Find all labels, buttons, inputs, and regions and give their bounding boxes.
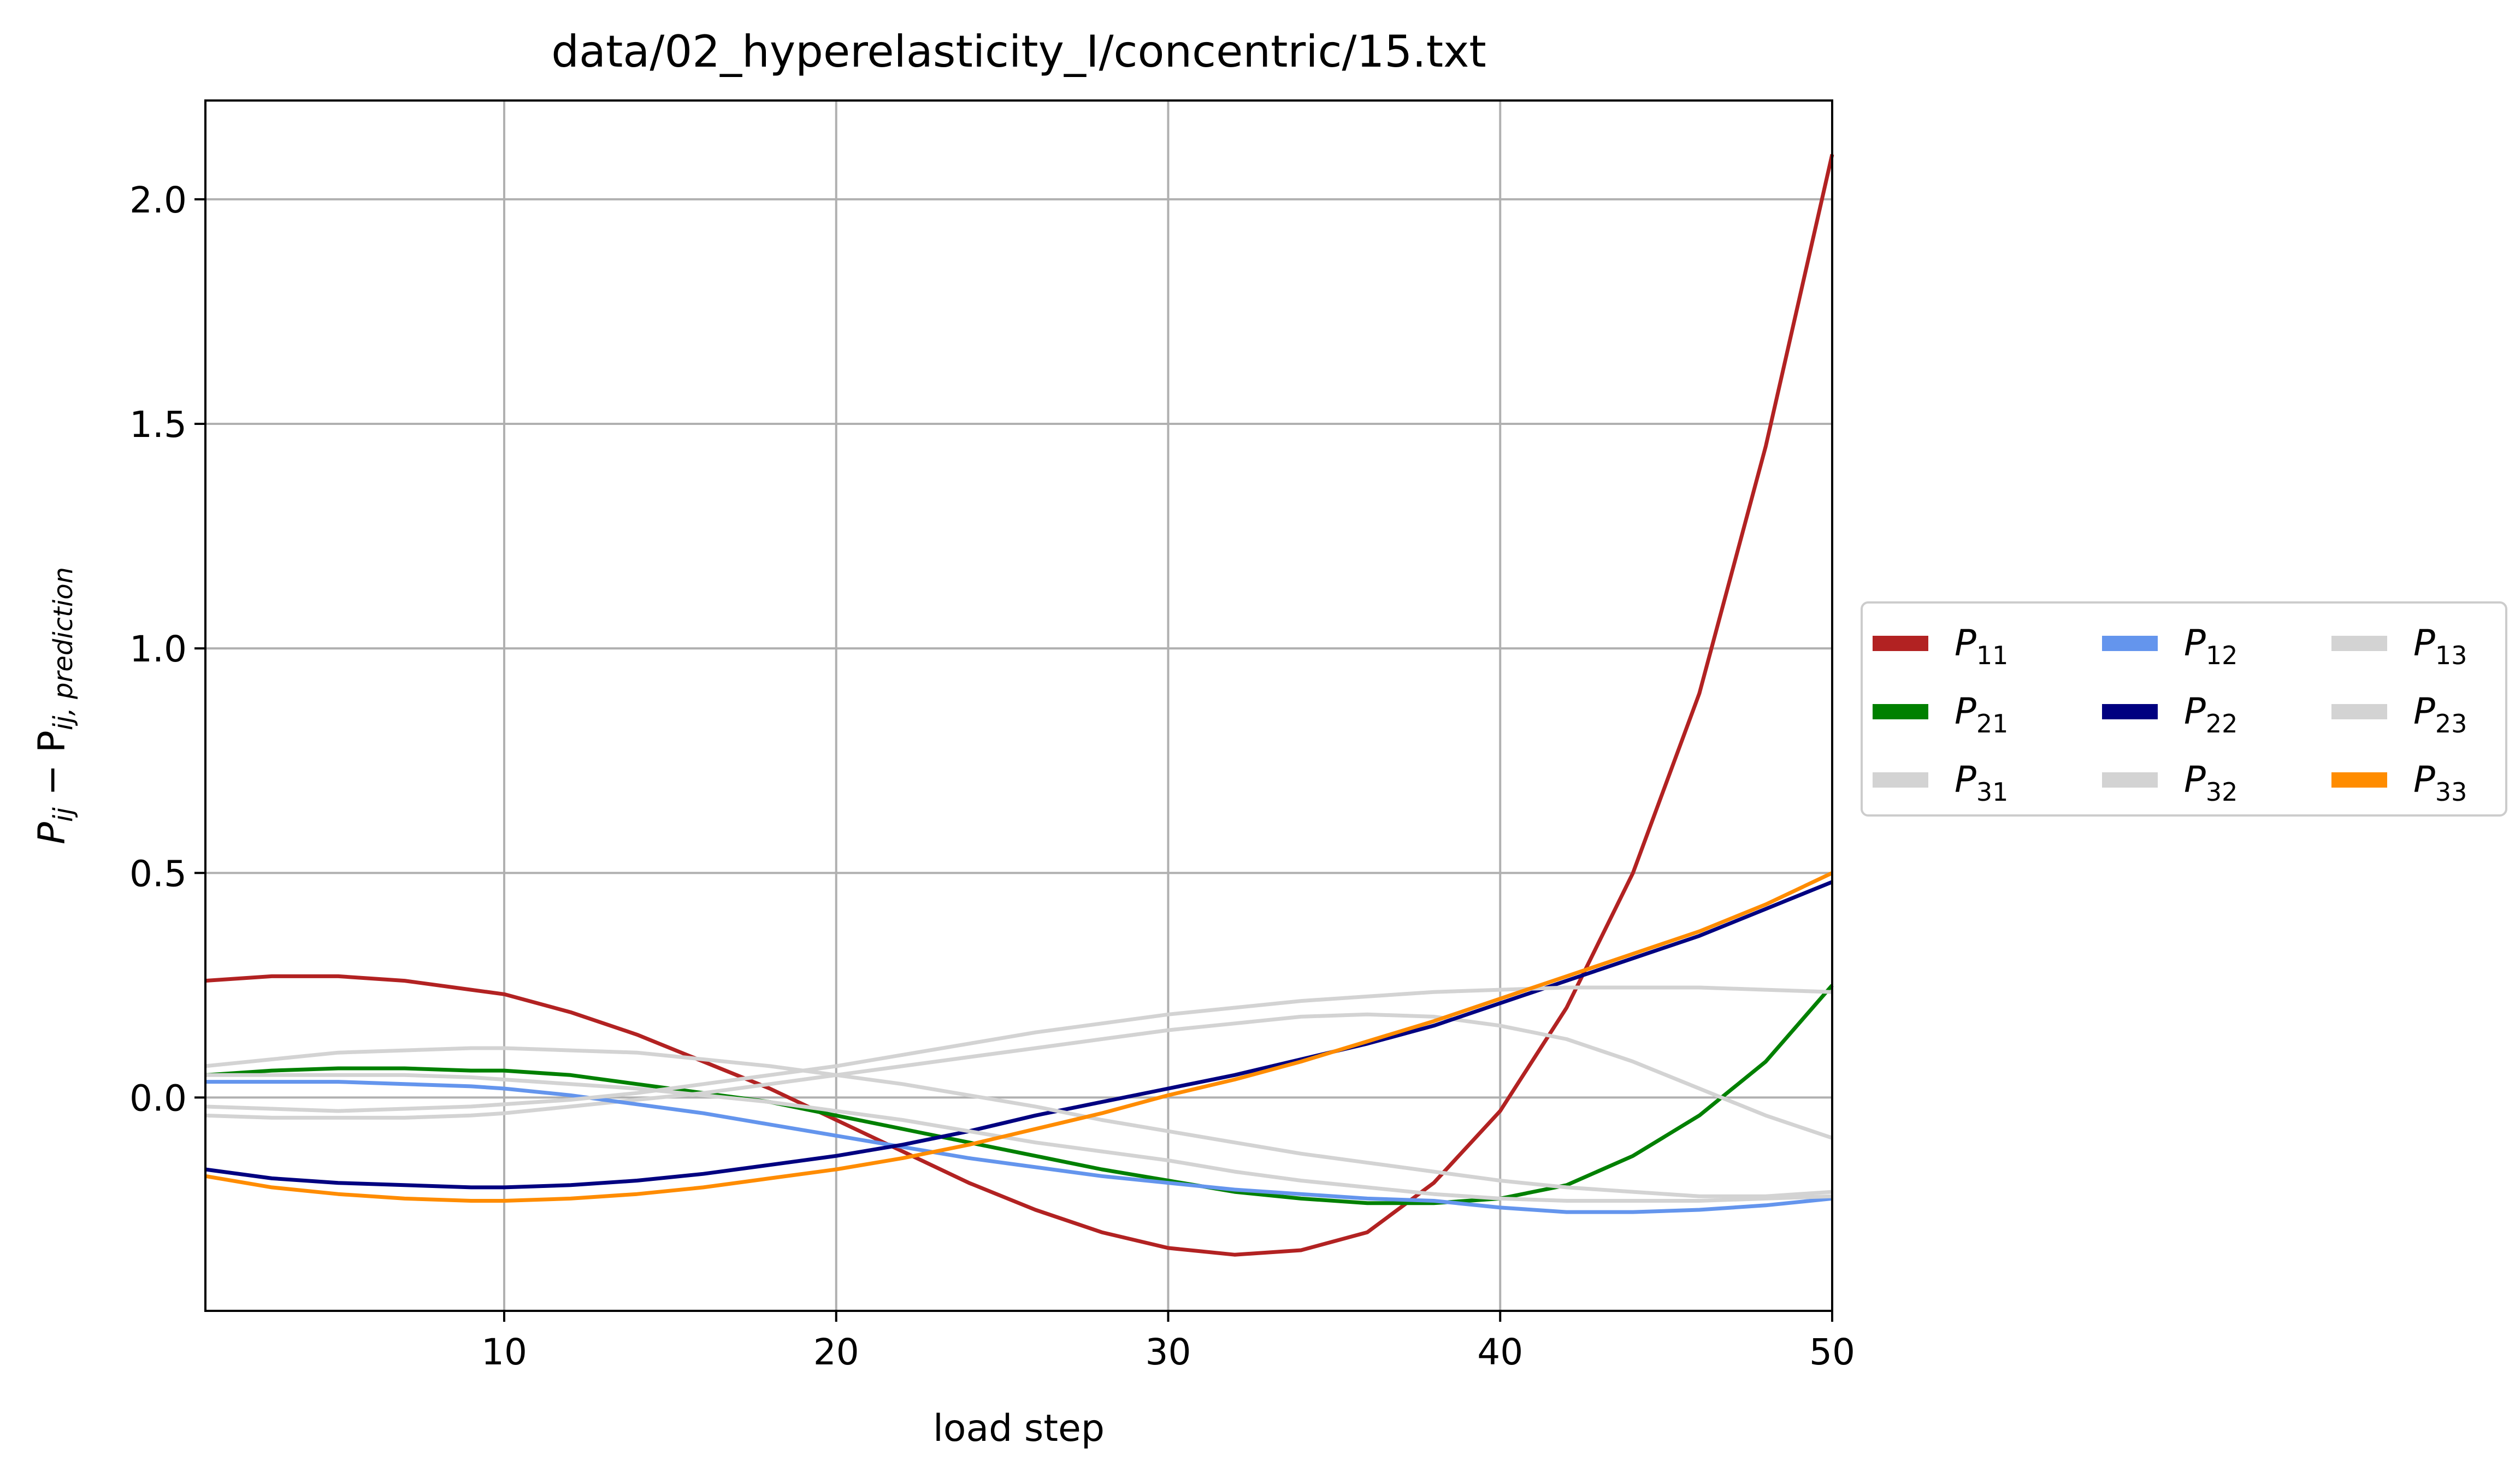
legend-label-p12: P12 — [2184, 622, 2237, 670]
legend-swatch-p21 — [1873, 704, 1928, 719]
axis-ticks: 10 20 30 40 50 0.0 0.5 1.0 1.5 2.0 — [129, 179, 1855, 1373]
y-tick-label-3: 1.5 — [129, 404, 187, 446]
grid — [205, 100, 1833, 1311]
x-tick-label-0: 10 — [481, 1331, 527, 1373]
x-tick-label-4: 50 — [1809, 1331, 1855, 1373]
legend-item-p23: P23 — [2331, 690, 2467, 738]
legend-label-p13: P13 — [2413, 622, 2467, 670]
legend-swatch-p32 — [2102, 772, 2158, 788]
legend-item-p33: P33 — [2331, 759, 2467, 807]
legend-label-p11: P11 — [1955, 622, 2008, 670]
legend-swatch-p11 — [1873, 636, 1928, 651]
y-tick-label-2: 1.0 — [129, 628, 187, 670]
y-axis-label: Pij − Pij, prediction — [31, 567, 79, 844]
legend-item-p21: P21 — [1873, 690, 2008, 738]
series-line-p12 — [205, 1080, 1833, 1214]
legend-item-p32: P32 — [2102, 759, 2237, 807]
legend-swatch-p13 — [2331, 636, 2387, 651]
x-tick-label-1: 20 — [813, 1331, 859, 1373]
x-axis-label: load step — [933, 1407, 1105, 1450]
x-tick-label-3: 40 — [1477, 1331, 1523, 1373]
legend-label-p33: P33 — [2413, 759, 2467, 807]
legend-box — [1861, 601, 2507, 817]
series-line-p13 — [205, 985, 1833, 1113]
series-lines — [205, 153, 1834, 1257]
x-tick-label-2: 30 — [1145, 1331, 1191, 1373]
series-line-p11 — [205, 153, 1834, 1257]
chart-title: data/02_hyperelasticity_I/concentric/15.… — [551, 26, 1486, 77]
legend-item-p22: P22 — [2102, 690, 2237, 738]
series-line-p32 — [205, 1046, 1833, 1198]
legend-item-p11: P11 — [1873, 622, 2008, 670]
legend-swatch-p33 — [2331, 772, 2387, 788]
legend-item-p31: P31 — [1873, 759, 2008, 807]
legend-label-p22: P22 — [2184, 690, 2237, 738]
legend-item-p13: P13 — [2331, 622, 2467, 670]
legend-item-p12: P12 — [2102, 622, 2237, 670]
legend-label-p23: P23 — [2413, 690, 2467, 738]
legend-swatch-p12 — [2102, 636, 2158, 651]
legend-label-p31: P31 — [1955, 759, 2008, 807]
series-line-p31 — [205, 1012, 1833, 1140]
y-tick-label-0: 0.0 — [129, 1077, 187, 1119]
plot-frame — [204, 99, 1833, 1312]
y-tick-label-1: 0.5 — [129, 853, 187, 895]
series-line-p22 — [205, 880, 1833, 1190]
legend-swatch-p31 — [1873, 772, 1928, 788]
legend-swatch-p23 — [2331, 704, 2387, 719]
legend-label-p32: P32 — [2184, 759, 2237, 807]
series-line-p33 — [205, 871, 1833, 1203]
legend-swatch-p22 — [2102, 704, 2158, 719]
legend-label-p21: P21 — [1955, 690, 2008, 738]
legend: P11 P12 P13 P21 P22 P23 P31 P32 P33 — [1861, 601, 2507, 817]
y-tick-label-4: 2.0 — [129, 179, 187, 221]
